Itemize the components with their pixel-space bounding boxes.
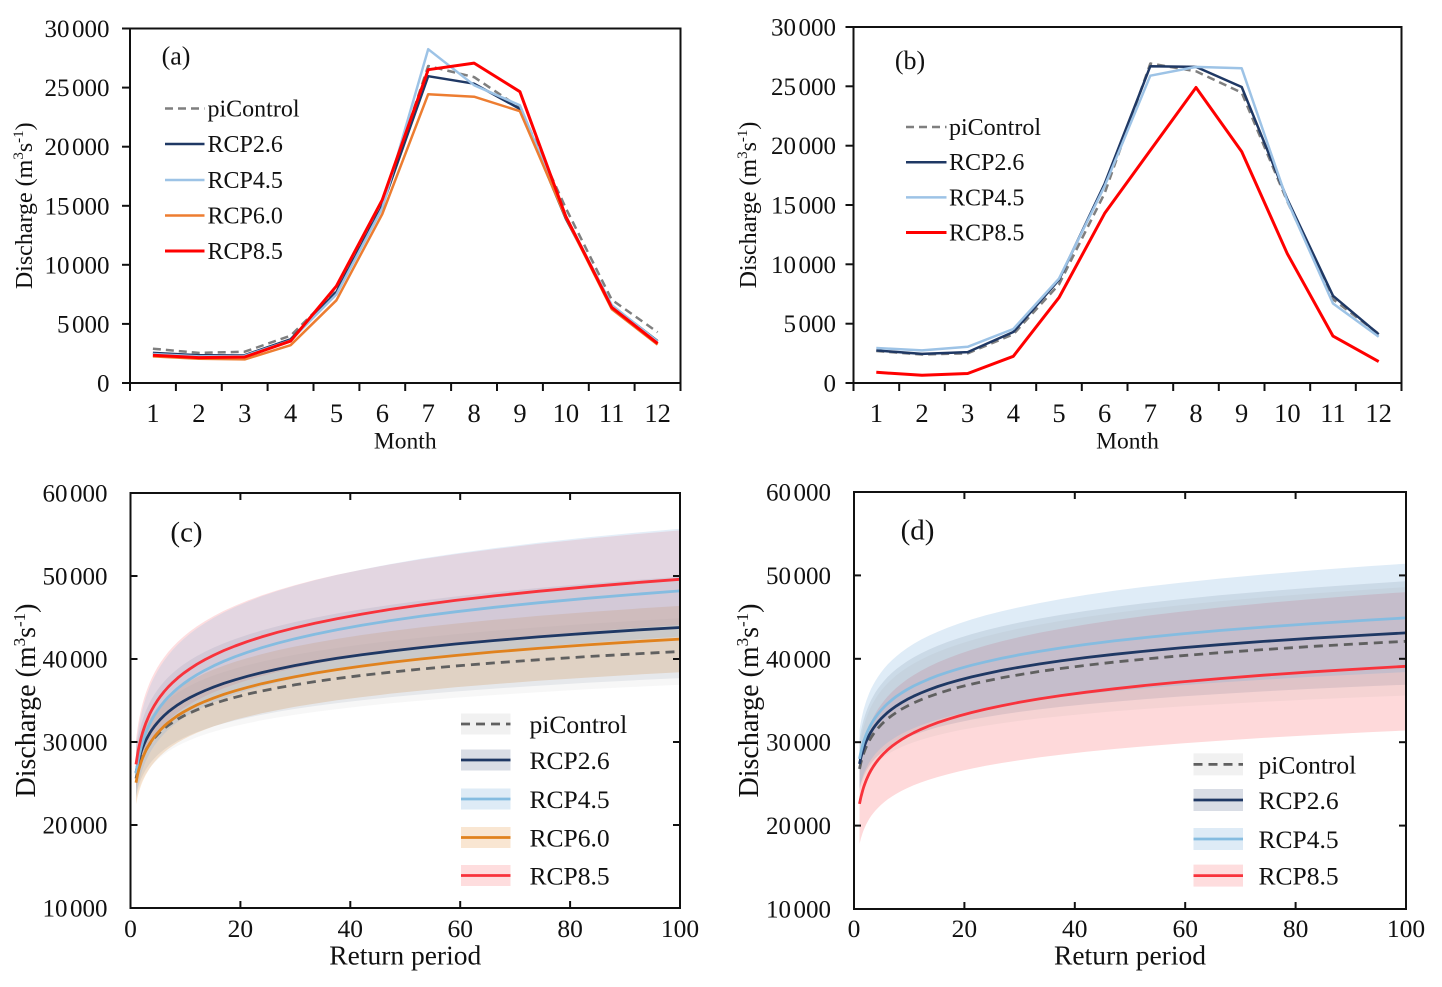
svg-text:40: 40 xyxy=(1062,914,1088,943)
svg-text:Month: Month xyxy=(374,429,437,455)
svg-text:4: 4 xyxy=(1007,398,1020,428)
svg-text:piControl: piControl xyxy=(1259,750,1357,779)
svg-text:1: 1 xyxy=(870,398,883,428)
svg-text:(a): (a) xyxy=(162,42,191,71)
svg-text:Discharge (m3s-1): Discharge (m3s-1) xyxy=(10,603,42,797)
svg-text:0: 0 xyxy=(97,371,110,398)
svg-text:100: 100 xyxy=(1387,914,1425,943)
svg-text:20: 20 xyxy=(228,914,254,943)
svg-text:9: 9 xyxy=(1235,398,1248,428)
svg-text:2: 2 xyxy=(192,398,205,428)
svg-text:0: 0 xyxy=(824,371,837,398)
svg-text:Month: Month xyxy=(1096,429,1159,455)
svg-text:20: 20 xyxy=(952,914,978,943)
svg-text:RCP8.5: RCP8.5 xyxy=(1259,862,1339,891)
svg-text:RCP4.5: RCP4.5 xyxy=(530,785,610,814)
svg-text:0: 0 xyxy=(124,914,137,943)
svg-text:RCP4.5: RCP4.5 xyxy=(949,185,1024,211)
svg-text:RCP4.5: RCP4.5 xyxy=(208,168,283,194)
svg-text:1: 1 xyxy=(146,398,159,428)
svg-text:0: 0 xyxy=(848,914,861,943)
svg-text:10: 10 xyxy=(1274,398,1301,428)
svg-text:RCP4.5: RCP4.5 xyxy=(1259,825,1339,854)
svg-text:Return period: Return period xyxy=(329,940,481,971)
svg-text:Return period: Return period xyxy=(1054,940,1206,971)
svg-text:6: 6 xyxy=(376,398,389,428)
svg-text:RCP2.6: RCP2.6 xyxy=(1259,786,1339,815)
svg-text:(b): (b) xyxy=(895,46,925,75)
svg-text:9: 9 xyxy=(513,398,526,428)
svg-text:11: 11 xyxy=(1320,398,1346,428)
svg-text:12: 12 xyxy=(1365,398,1392,428)
svg-text:piControl: piControl xyxy=(208,97,300,123)
svg-text:(d): (d) xyxy=(901,515,935,547)
svg-text:RCP2.6: RCP2.6 xyxy=(530,746,610,775)
svg-text:80: 80 xyxy=(1283,914,1309,943)
svg-text:Discharge (m3s-1): Discharge (m3s-1) xyxy=(733,603,765,797)
svg-text:Discharge (m3s-1): Discharge (m3s-1) xyxy=(735,122,762,289)
svg-text:7: 7 xyxy=(422,398,435,428)
svg-text:RCP8.5: RCP8.5 xyxy=(530,862,610,891)
svg-text:RCP6.0: RCP6.0 xyxy=(530,824,610,853)
svg-text:8: 8 xyxy=(467,398,480,428)
svg-text:8: 8 xyxy=(1189,398,1202,428)
svg-text:12: 12 xyxy=(644,398,671,428)
svg-text:5: 5 xyxy=(1052,398,1065,428)
svg-text:2: 2 xyxy=(915,398,928,428)
svg-text:100: 100 xyxy=(661,914,699,943)
svg-text:3: 3 xyxy=(238,398,251,428)
svg-text:4: 4 xyxy=(284,398,297,428)
svg-text:(c): (c) xyxy=(170,517,202,549)
svg-text:40: 40 xyxy=(338,914,364,943)
svg-text:60: 60 xyxy=(1172,914,1198,943)
svg-text:5: 5 xyxy=(330,398,343,428)
svg-text:60: 60 xyxy=(447,914,473,943)
svg-text:RCP8.5: RCP8.5 xyxy=(208,239,283,265)
svg-text:RCP2.6: RCP2.6 xyxy=(208,132,283,158)
svg-text:RCP8.5: RCP8.5 xyxy=(949,221,1024,247)
svg-text:7: 7 xyxy=(1144,398,1157,428)
svg-text:10: 10 xyxy=(553,398,580,428)
svg-text:RCP6.0: RCP6.0 xyxy=(208,204,283,230)
svg-text:Discharge (m3s-1): Discharge (m3s-1) xyxy=(11,122,38,289)
svg-text:piControl: piControl xyxy=(530,710,628,739)
svg-text:80: 80 xyxy=(557,914,583,943)
svg-text:11: 11 xyxy=(599,398,625,428)
svg-text:3: 3 xyxy=(961,398,974,428)
svg-text:piControl: piControl xyxy=(949,115,1041,141)
svg-text:6: 6 xyxy=(1098,398,1111,428)
svg-text:RCP2.6: RCP2.6 xyxy=(949,150,1024,176)
